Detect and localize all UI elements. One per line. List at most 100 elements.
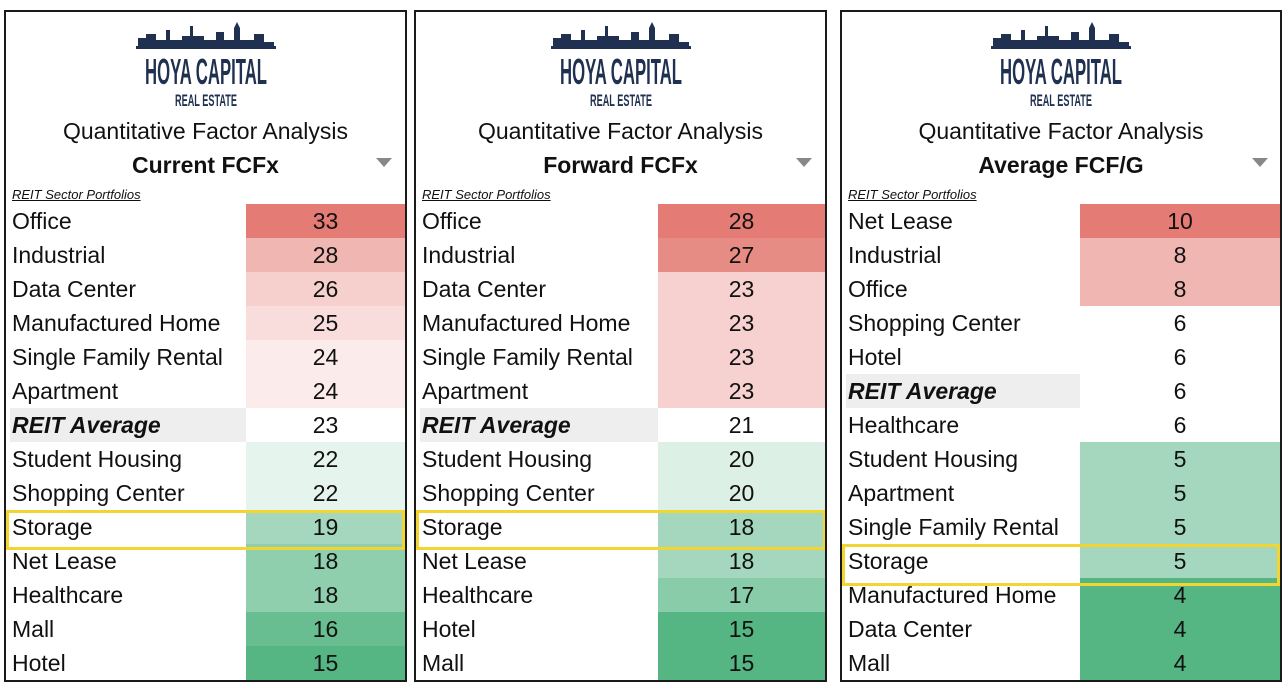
sector-label: Student Housing bbox=[422, 446, 593, 472]
value-cell: 5 bbox=[1080, 544, 1280, 578]
table-row: Single Family Rental 23 bbox=[416, 340, 825, 374]
value-cell: 26 bbox=[246, 272, 405, 306]
table-row: Student Housing 22 bbox=[6, 442, 405, 476]
table-row: Industrial 28 bbox=[6, 238, 405, 272]
sector-label: Hotel bbox=[848, 344, 902, 370]
table-row: Data Center 23 bbox=[416, 272, 825, 306]
logo-line1: HOYA CAPITAL bbox=[560, 51, 682, 92]
logo-line1: HOYA CAPITAL bbox=[145, 51, 267, 92]
sector-label: Healthcare bbox=[12, 582, 124, 608]
sector-label: REIT Average bbox=[10, 408, 246, 442]
metric-selector[interactable]: Average FCF/G bbox=[978, 152, 1144, 178]
table-row: Office 8 bbox=[842, 272, 1280, 306]
logo-line1: HOYA CAPITAL bbox=[1000, 51, 1122, 92]
table-row: Healthcare 17 bbox=[416, 578, 825, 612]
table-row: REIT Average 23 bbox=[6, 408, 405, 442]
dropdown-arrow-icon[interactable] bbox=[796, 158, 812, 167]
table-row: Net Lease 18 bbox=[6, 544, 405, 578]
value-cell: 24 bbox=[246, 374, 405, 408]
value-cell: 23 bbox=[246, 408, 405, 442]
value-cell: 15 bbox=[246, 646, 405, 680]
value-cell: 8 bbox=[1080, 238, 1280, 272]
subheading-link[interactable]: REIT Sector Portfolios bbox=[12, 187, 141, 202]
hoya-capital-logo: HOYA CAPITAL REAL ESTATE bbox=[416, 18, 825, 114]
table-row: Healthcare 18 bbox=[6, 578, 405, 612]
table-row: Data Center 26 bbox=[6, 272, 405, 306]
sector-label: Mall bbox=[422, 650, 465, 676]
value-cell: 6 bbox=[1080, 306, 1280, 340]
value-cell: 28 bbox=[658, 204, 825, 238]
subheading-link[interactable]: REIT Sector Portfolios bbox=[848, 187, 977, 202]
sector-label: Apartment bbox=[848, 480, 955, 506]
sector-label: Net Lease bbox=[12, 548, 117, 574]
table-row: Healthcare 6 bbox=[842, 408, 1280, 442]
table-row: Apartment 5 bbox=[842, 476, 1280, 510]
value-cell: 16 bbox=[246, 612, 405, 646]
metric-selector[interactable]: Forward FCFx bbox=[543, 152, 698, 178]
sector-label: Industrial bbox=[848, 242, 942, 268]
sector-label: Healthcare bbox=[422, 582, 534, 608]
value-cell: 10 bbox=[1080, 204, 1280, 238]
table-row: Apartment 24 bbox=[6, 374, 405, 408]
table-row: Shopping Center 20 bbox=[416, 476, 825, 510]
sector-label: Office bbox=[422, 208, 482, 234]
value-cell: 21 bbox=[658, 408, 825, 442]
sector-label: Single Family Rental bbox=[848, 514, 1059, 540]
sector-label: Single Family Rental bbox=[422, 344, 633, 370]
sector-label: Student Housing bbox=[848, 446, 1019, 472]
sector-label: Net Lease bbox=[848, 208, 953, 234]
table-row: Net Lease 18 bbox=[416, 544, 825, 578]
value-cell: 17 bbox=[658, 578, 825, 612]
logo-line2: REAL ESTATE bbox=[590, 91, 652, 110]
sector-label: Manufactured Home bbox=[12, 310, 221, 336]
subheading-link[interactable]: REIT Sector Portfolios bbox=[422, 187, 551, 202]
value-cell: 5 bbox=[1080, 510, 1280, 544]
value-cell: 25 bbox=[246, 306, 405, 340]
table-row: Storage 5 bbox=[842, 544, 1280, 578]
sector-rows: Office 28 Industrial 27 Data Center 23 Manufac… bbox=[416, 204, 825, 680]
metric-selector[interactable]: Current FCFx bbox=[132, 152, 279, 178]
table-row: Shopping Center 6 bbox=[842, 306, 1280, 340]
sector-label: Student Housing bbox=[12, 446, 183, 472]
value-cell: 20 bbox=[658, 442, 825, 476]
sector-label: Shopping Center bbox=[848, 310, 1021, 336]
table-row: Apartment 23 bbox=[416, 374, 825, 408]
table-row: Single Family Rental 24 bbox=[6, 340, 405, 374]
sector-label: Hotel bbox=[422, 616, 476, 642]
value-cell: 33 bbox=[246, 204, 405, 238]
table-row: Manufactured Home 4 bbox=[842, 578, 1280, 612]
value-cell: 15 bbox=[658, 612, 825, 646]
value-cell: 24 bbox=[246, 340, 405, 374]
value-cell: 18 bbox=[246, 544, 405, 578]
dropdown-arrow-icon[interactable] bbox=[376, 158, 392, 167]
value-cell: 18 bbox=[246, 578, 405, 612]
dropdown-arrow-icon[interactable] bbox=[1252, 158, 1268, 167]
sector-label: Office bbox=[848, 276, 908, 302]
table-row: Mall 16 bbox=[6, 612, 405, 646]
sector-label: Manufactured Home bbox=[848, 582, 1057, 608]
sector-label: Hotel bbox=[12, 650, 66, 676]
value-cell: 6 bbox=[1080, 374, 1280, 408]
sector-label: Industrial bbox=[422, 242, 516, 268]
value-cell: 22 bbox=[246, 442, 405, 476]
table-row: Student Housing 20 bbox=[416, 442, 825, 476]
table-row: Industrial 27 bbox=[416, 238, 825, 272]
sector-label: REIT Average bbox=[420, 408, 658, 442]
value-cell: 20 bbox=[658, 476, 825, 510]
sector-label: Apartment bbox=[422, 378, 529, 404]
table-row: REIT Average 21 bbox=[416, 408, 825, 442]
sector-label: Storage bbox=[848, 548, 929, 574]
panel-title: Quantitative Factor Analysis bbox=[62, 118, 349, 144]
value-cell: 28 bbox=[246, 238, 405, 272]
table-row: Net Lease 10 bbox=[842, 204, 1280, 238]
sector-rows: Office 33 Industrial 28 Data Center 26 Manufac… bbox=[6, 204, 405, 680]
sector-label: Storage bbox=[12, 514, 93, 540]
factor-panel-current-fcfx: HOYA CAPITAL REAL ESTATE Quantitative Fac… bbox=[4, 10, 407, 682]
sector-label: Apartment bbox=[12, 378, 119, 404]
value-cell: 23 bbox=[658, 306, 825, 340]
hoya-capital-logo: HOYA CAPITAL REAL ESTATE bbox=[6, 18, 405, 114]
value-cell: 23 bbox=[658, 340, 825, 374]
value-cell: 6 bbox=[1080, 340, 1280, 374]
